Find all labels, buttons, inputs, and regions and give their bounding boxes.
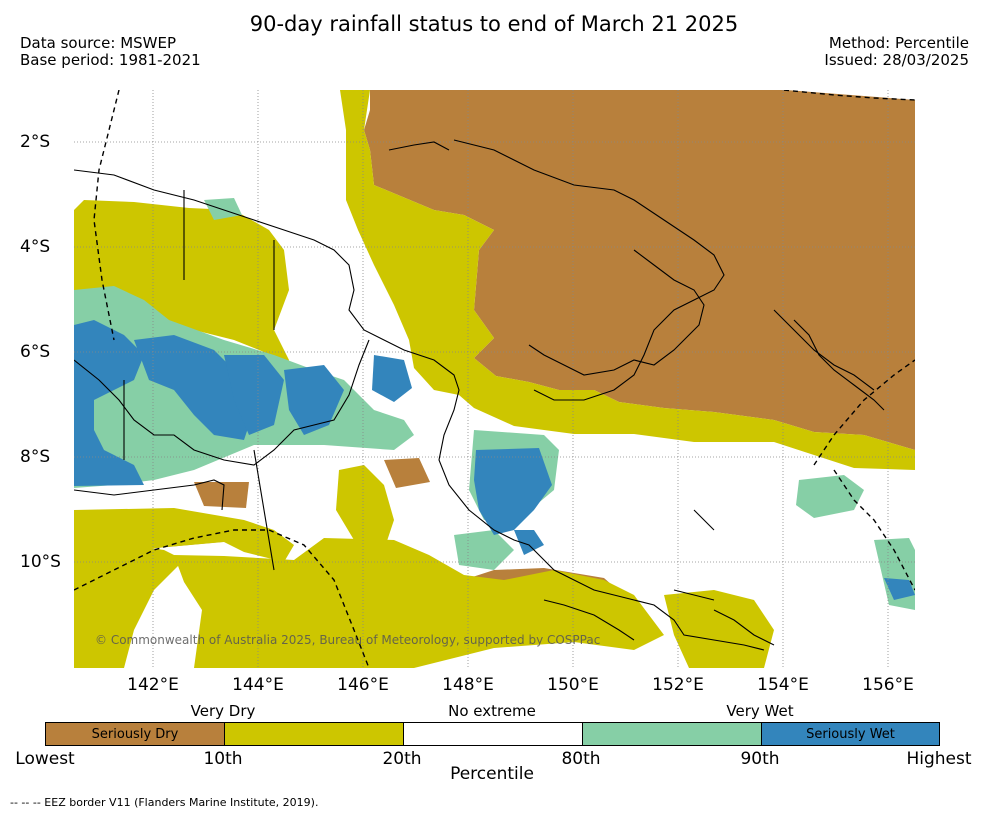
legend-tick-10th: 10th xyxy=(203,749,243,769)
legend-bar-very-wet xyxy=(582,722,762,746)
seriously-wet-regions xyxy=(74,320,915,600)
legend-bar-seriously-dry: Seriously Dry xyxy=(45,722,225,746)
lon-tick-154e: 154°E xyxy=(757,675,809,695)
legend-bar-seriously-dry-label: Seriously Dry xyxy=(91,727,179,742)
lat-tick-8s: 8°S xyxy=(20,447,51,467)
legend-axis-title: Percentile xyxy=(450,764,534,784)
legend-bar-very-dry xyxy=(224,722,404,746)
legend-tick-80th: 80th xyxy=(561,749,601,769)
eez-footnote: -- -- -- EEZ border V11 (Flanders Marine… xyxy=(10,796,319,809)
legend-bar-seriously-wet-label: Seriously Wet xyxy=(806,727,895,742)
rainfall-map xyxy=(74,90,915,668)
method-text: Method: Percentile xyxy=(828,34,969,52)
legend-tick-20th: 20th xyxy=(382,749,422,769)
coastlines xyxy=(74,139,885,651)
lon-tick-148e: 148°E xyxy=(442,675,494,695)
lat-tick-4s: 4°S xyxy=(20,237,51,257)
lat-lon-grid xyxy=(74,90,915,668)
legend-bar-seriously-wet: Seriously Wet xyxy=(761,722,940,746)
lon-tick-152e: 152°E xyxy=(652,675,704,695)
method-info: Method: Percentile Issued: 28/03/2025 xyxy=(824,35,969,69)
lon-tick-142e: 142°E xyxy=(127,675,179,695)
map-title: 90-day rainfall status to end of March 2… xyxy=(249,12,739,36)
legend-bar-no-extreme xyxy=(403,722,583,746)
issued-text: Issued: 28/03/2025 xyxy=(824,51,969,69)
lat-tick-2s: 2°S xyxy=(20,132,51,152)
lat-tick-10s: 10°S xyxy=(20,552,61,572)
legend-tick-highest: Highest xyxy=(906,749,972,769)
eez-borders xyxy=(74,90,915,668)
legend-tick-lowest: Lowest xyxy=(15,749,75,769)
legend-category-no-extreme: No extreme xyxy=(448,702,536,720)
legend-category-very-dry: Very Dry xyxy=(190,702,256,720)
rainfall-map-canvas xyxy=(74,90,915,668)
lon-tick-146e: 146°E xyxy=(337,675,389,695)
source-info: Data source: MSWEP Base period: 1981-202… xyxy=(20,35,201,69)
lat-tick-6s: 6°S xyxy=(20,342,51,362)
lon-tick-144e: 144°E xyxy=(232,675,284,695)
data-source-text: Data source: MSWEP xyxy=(20,34,177,52)
lon-tick-156e: 156°E xyxy=(862,675,914,695)
base-period-text: Base period: 1981-2021 xyxy=(20,51,201,69)
legend-tick-90th: 90th xyxy=(740,749,780,769)
very-dry-regions xyxy=(74,90,915,668)
copyright-text: © Commonwealth of Australia 2025, Bureau… xyxy=(95,633,601,647)
lon-tick-150e: 150°E xyxy=(547,675,599,695)
legend-category-very-wet: Very Wet xyxy=(726,702,794,720)
